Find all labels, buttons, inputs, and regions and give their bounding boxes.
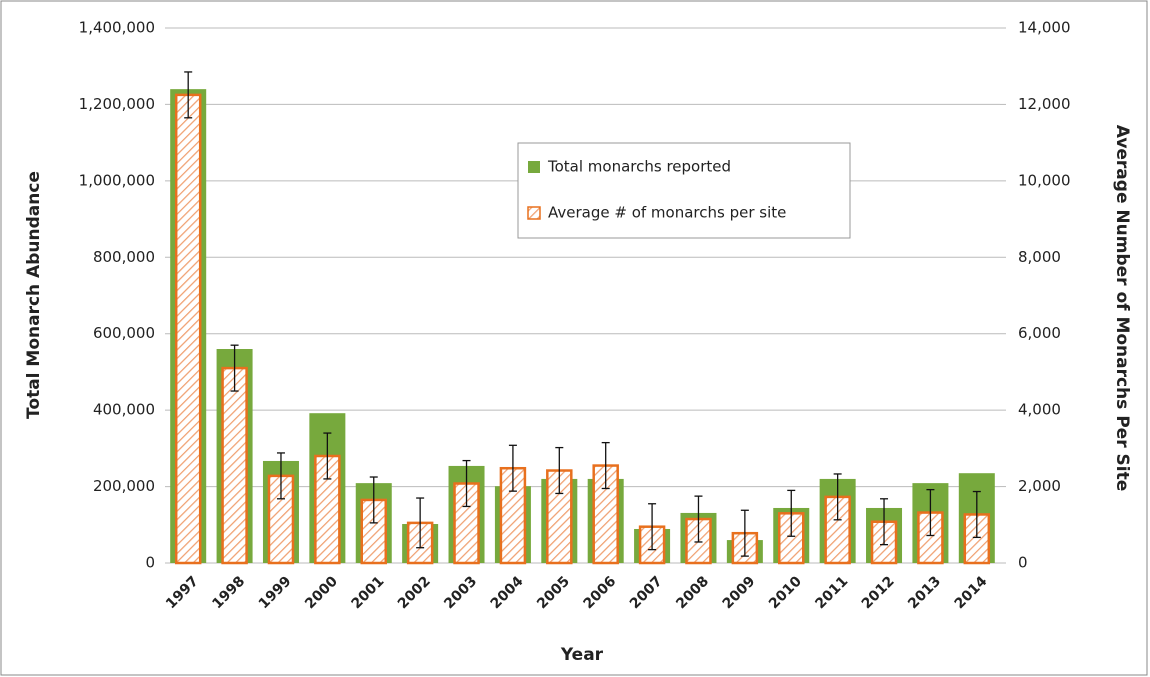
- x-tick-label: 2003: [441, 573, 480, 612]
- y2-tick-label: 8,000: [1018, 248, 1061, 266]
- x-tick-label: 2005: [534, 573, 573, 612]
- y2-tick-label: 14,000: [1018, 19, 1071, 37]
- legend-box: [517, 142, 851, 239]
- x-tick-label: 2013: [905, 573, 944, 612]
- y2-tick-label: 6,000: [1018, 324, 1061, 342]
- y2-axis-title: Average Number of Monarchs Per Site: [1112, 125, 1132, 491]
- x-tick-label: 2004: [488, 573, 527, 612]
- legend-label: Total monarchs reported: [547, 158, 731, 176]
- bar: [221, 366, 248, 565]
- x-tick-label: 2006: [580, 573, 619, 612]
- legend-swatch: [528, 161, 540, 173]
- error-bar: [462, 459, 471, 508]
- y-tick-label: 600,000: [93, 324, 155, 342]
- x-tick-label: 1998: [209, 573, 248, 612]
- y-axis-title: Total Monarch Abundance: [24, 171, 44, 419]
- error-bar: [648, 503, 657, 551]
- error-bar: [416, 497, 425, 549]
- error-bar: [833, 473, 842, 521]
- error-bar: [276, 452, 285, 500]
- y-tick-label: 0: [145, 554, 155, 572]
- error-bar: [323, 432, 332, 480]
- x-tick-label: 1999: [256, 573, 295, 612]
- x-tick-label: 2010: [766, 573, 805, 612]
- x-tick-label: 2007: [627, 573, 666, 612]
- x-axis-title: Year: [560, 645, 604, 665]
- legend-label: Average # of monarchs per site: [548, 204, 786, 222]
- error-bar: [601, 441, 610, 490]
- error-bar: [184, 71, 193, 119]
- y2-tick-label: 4,000: [1018, 401, 1061, 419]
- y-tick-label: 1,400,000: [79, 19, 155, 37]
- x-tick-label: 2012: [859, 573, 898, 612]
- y-tick-label: 1,200,000: [79, 95, 155, 113]
- y2-tick-label: 12,000: [1018, 95, 1071, 113]
- error-bar: [508, 444, 517, 492]
- y2-tick-label: 2,000: [1018, 477, 1061, 495]
- error-bar: [926, 488, 935, 537]
- x-tick-label: 2000: [302, 573, 341, 612]
- x-tick-label: 2009: [720, 573, 759, 612]
- x-tick-label: 2014: [952, 573, 991, 612]
- x-tick-label: 2001: [349, 573, 388, 612]
- x-tick-label: 1997: [163, 573, 202, 612]
- y-tick-label: 400,000: [93, 401, 155, 419]
- error-bar: [972, 490, 981, 539]
- error-bar: [230, 344, 239, 392]
- x-tick-label: 2002: [395, 573, 434, 612]
- error-bar: [787, 489, 796, 537]
- bar: [778, 512, 805, 565]
- legend-swatch: [527, 206, 541, 220]
- error-bar: [369, 476, 378, 524]
- error-bar: [555, 446, 564, 495]
- error-bar: [694, 495, 703, 543]
- error-bar: [880, 498, 889, 546]
- y2-tick-label: 10,000: [1018, 171, 1071, 189]
- error-bar: [740, 509, 749, 557]
- y-tick-label: 1,000,000: [79, 171, 155, 189]
- x-tick-label: 2008: [673, 573, 712, 612]
- y2-tick-label: 0: [1018, 554, 1028, 572]
- bar: [174, 93, 202, 565]
- y-tick-label: 800,000: [93, 248, 155, 266]
- y-tick-label: 200,000: [93, 477, 155, 495]
- x-tick-label: 2011: [812, 573, 851, 612]
